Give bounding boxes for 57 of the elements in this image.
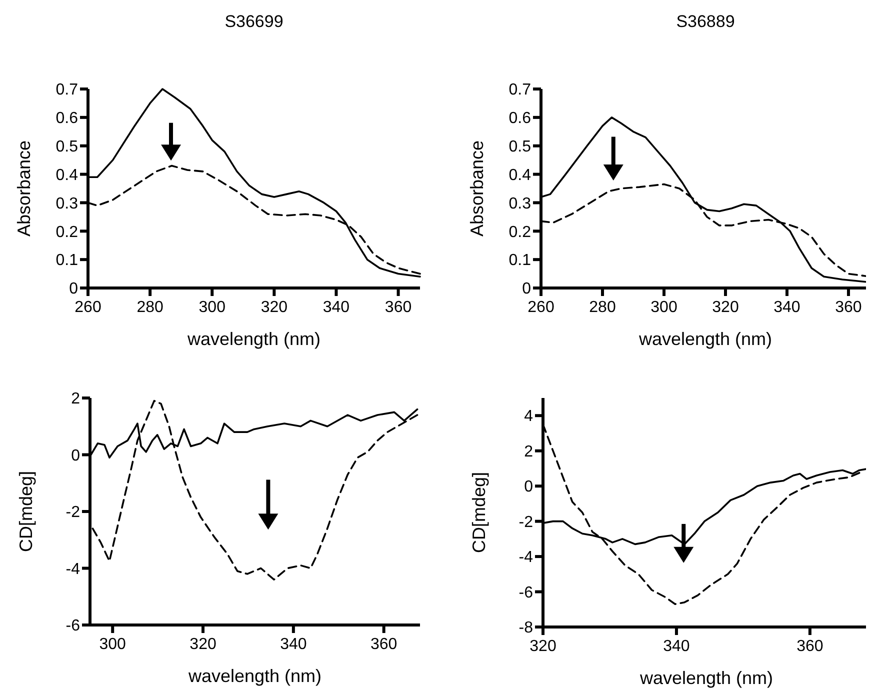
y-tick-label: 0.2 bbox=[508, 224, 532, 241]
x-tick-label: 320 bbox=[190, 636, 216, 653]
y-tick-label: 4 bbox=[524, 408, 534, 426]
y-tick-label: 0.1 bbox=[56, 252, 78, 270]
y-tick-label: 2 bbox=[71, 390, 80, 408]
y-axis-title: Absorbance bbox=[14, 140, 34, 237]
x-tick-label: 340 bbox=[663, 638, 690, 655]
y-axis-title: CD[mdeg] bbox=[469, 472, 489, 554]
y-tick-label: 0.6 bbox=[508, 110, 532, 128]
y-tick-label: 0.3 bbox=[508, 195, 532, 212]
x-tick-label: 300 bbox=[650, 299, 678, 316]
y-tick-label: 0.4 bbox=[56, 166, 78, 184]
y-tick-label: -4 bbox=[518, 549, 534, 566]
x-tick-label: 360 bbox=[370, 636, 398, 653]
y-tick-label: -6 bbox=[66, 618, 80, 635]
y-tick-label: 2 bbox=[524, 443, 534, 460]
x-axis-title: wavelength (nm) bbox=[187, 666, 322, 686]
y-tick-label: -4 bbox=[66, 560, 80, 578]
chart-title: S36699 bbox=[224, 12, 284, 31]
y-tick-label: 0.4 bbox=[508, 166, 532, 184]
y-tick-label: 0.2 bbox=[56, 224, 78, 241]
x-tick-label: 320 bbox=[712, 299, 739, 316]
x-tick-label: 260 bbox=[528, 299, 554, 316]
y-axis-title: CD[mdeg] bbox=[16, 470, 36, 552]
y-tick-label: 0 bbox=[524, 478, 534, 496]
y-tick-label: 0.5 bbox=[508, 138, 532, 156]
x-tick-label: 340 bbox=[774, 299, 800, 316]
y-tick-label: 0 bbox=[522, 280, 532, 298]
x-tick-label: 280 bbox=[589, 299, 616, 316]
x-axis-title: wavelength (nm) bbox=[638, 668, 774, 688]
chart-title: S36889 bbox=[676, 12, 735, 31]
y-tick-label: 0.1 bbox=[508, 252, 532, 270]
y-tick-label: -6 bbox=[518, 584, 534, 602]
x-tick-label: 300 bbox=[198, 299, 226, 316]
y-tick-label: -2 bbox=[66, 504, 80, 522]
x-tick-label: 360 bbox=[835, 299, 862, 316]
x-tick-label: 340 bbox=[280, 636, 307, 653]
x-tick-label: 320 bbox=[530, 638, 556, 655]
x-tick-label: 300 bbox=[99, 636, 126, 653]
y-tick-label: 0 bbox=[69, 280, 78, 298]
x-tick-label: 280 bbox=[136, 299, 164, 316]
x-tick-label: 360 bbox=[796, 638, 824, 655]
y-tick-label: 0.7 bbox=[508, 82, 532, 99]
y-tick-label: 0.3 bbox=[56, 195, 78, 212]
y-tick-label: 0.5 bbox=[56, 138, 78, 156]
x-axis-title: wavelength (nm) bbox=[186, 329, 321, 349]
x-tick-label: 260 bbox=[74, 299, 102, 316]
y-tick-label: 0.7 bbox=[56, 82, 78, 99]
x-tick-label: 360 bbox=[384, 299, 412, 316]
y-tick-label: -8 bbox=[518, 620, 534, 637]
x-axis-title: wavelength (nm) bbox=[638, 329, 772, 349]
y-tick-label: 0.6 bbox=[56, 110, 78, 128]
x-tick-label: 340 bbox=[322, 299, 350, 316]
y-tick-label: -2 bbox=[518, 514, 534, 531]
y-axis-title: Absorbance bbox=[467, 140, 487, 237]
y-tick-label: 0 bbox=[71, 447, 80, 464]
x-tick-label: 320 bbox=[260, 299, 288, 316]
